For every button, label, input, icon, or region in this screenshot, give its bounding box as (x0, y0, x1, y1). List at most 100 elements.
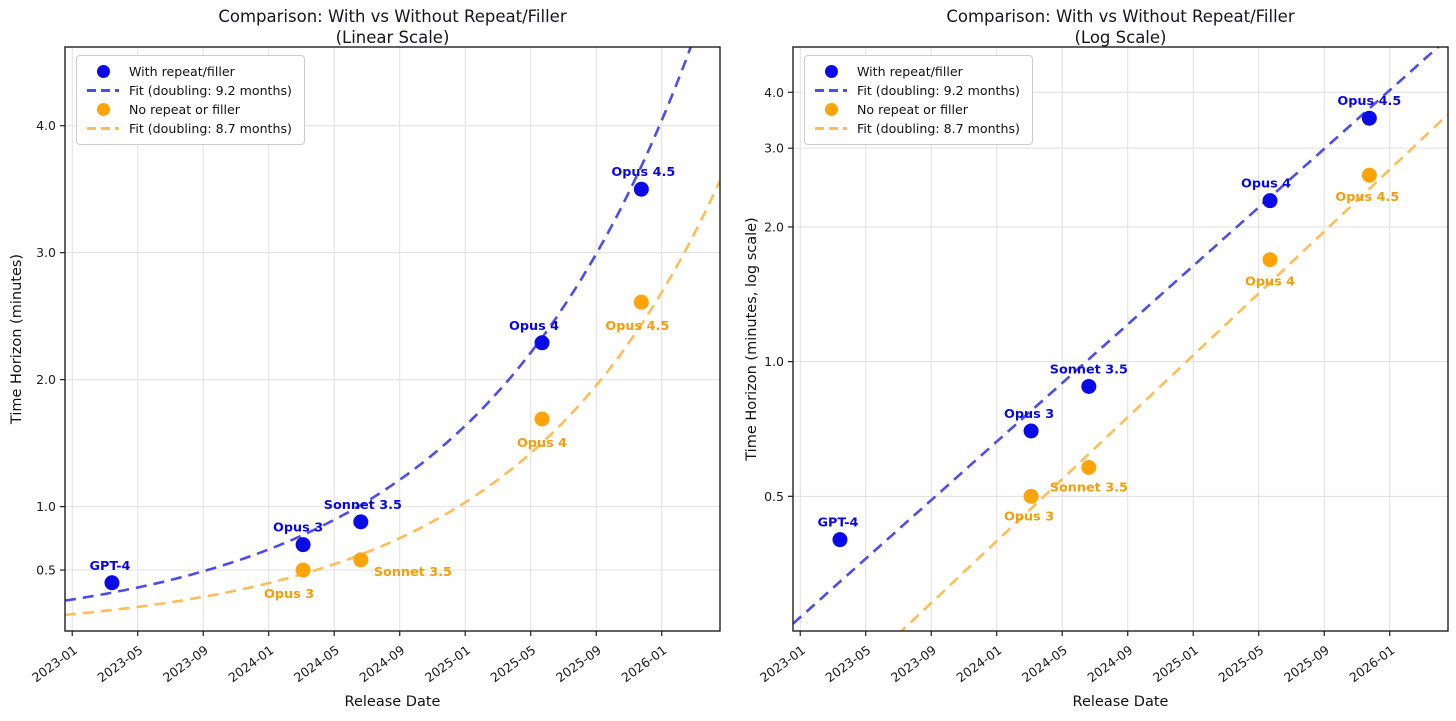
y-tick-label: 4.0 (764, 85, 784, 100)
legend-item-label: With repeat/filler (857, 64, 963, 79)
legend-item-label: No repeat or filler (129, 102, 240, 117)
legend-marker-wrap (815, 103, 847, 116)
y-tick-label: 2.0 (764, 219, 784, 234)
point-label-without-opus-4: Opus 4 (1245, 275, 1295, 290)
y-tick-label: 4.0 (36, 118, 56, 133)
point-label-with-sonnet-3-5: Sonnet 3.5 (324, 498, 402, 513)
data-point-without-opus-4 (1262, 252, 1278, 268)
axes-border (792, 46, 1449, 632)
data-point-with-opus-3 (295, 537, 311, 553)
y-tick-label: 3.0 (764, 141, 784, 156)
point-label-with-opus-3: Opus 3 (273, 521, 323, 536)
x-tick-label: 2023-01 (29, 642, 80, 685)
legend-item-label: No repeat or filler (857, 102, 968, 117)
x-tick-label: 2024-09 (356, 642, 407, 685)
x-tick-label: 2025-09 (1281, 642, 1332, 685)
point-label-with-opus-3: Opus 3 (1004, 407, 1054, 422)
legend-item: With repeat/filler (87, 64, 292, 79)
data-point-without-sonnet-3-5 (1081, 459, 1097, 475)
legend-dash-icon (87, 127, 119, 130)
data-point-with-opus-4 (1262, 193, 1278, 209)
y-tick-label: 1.0 (764, 354, 784, 369)
y-tick-label: 3.0 (36, 245, 56, 260)
fit-line-without (65, 179, 720, 617)
x-tick-label: 2025-05 (487, 642, 538, 685)
linear-chart-panel: Comparison: With vs Without Repeat/Fille… (9, 6, 721, 710)
point-label-without-opus-4-5: Opus 4.5 (1335, 190, 1399, 205)
data-point-with-opus-3 (1023, 423, 1039, 439)
x-tick-label: 2024-01 (225, 642, 276, 685)
legend-dot-icon (824, 103, 838, 116)
x-tick-label: 2024-05 (1019, 642, 1070, 685)
data-point-with-sonnet-3-5 (1081, 378, 1097, 394)
point-label-without-opus-4-5: Opus 4.5 (605, 319, 669, 334)
data-point-without-opus-4 (534, 411, 550, 427)
y-axis-label: Time Horizon (minutes, log scale) (744, 217, 760, 461)
x-tick-label: 2026-01 (1346, 642, 1397, 685)
legend-item: Fit (doubling: 8.7 months) (815, 121, 1020, 136)
data-point-with-opus-4 (534, 335, 550, 351)
log-chart-panel: Comparison: With vs Without Repeat/Fille… (728, 0, 1456, 721)
point-label-with-opus-4-5: Opus 4.5 (611, 165, 675, 180)
data-point-without-opus-4-5 (633, 294, 649, 310)
point-label-with-gpt-4: GPT-4 (89, 559, 130, 574)
point-label-with-opus-4: Opus 4 (1241, 177, 1291, 192)
x-tick-label: 2024-01 (953, 642, 1004, 685)
legend-item-label: Fit (doubling: 8.7 months) (129, 121, 292, 136)
chart-title-linear: Comparison: With vs Without Repeat/Fille… (65, 6, 720, 48)
x-tick-label: 2025-01 (422, 642, 473, 685)
x-tick-label: 2023-05 (94, 642, 145, 685)
y-tick-label: 1.0 (36, 499, 56, 514)
legend-marker-wrap (815, 65, 847, 78)
chart-subtitle-linear: (Linear Scale) (335, 28, 450, 48)
x-tick-label: 2025-05 (1215, 642, 1266, 685)
x-tick-label: 2023-09 (888, 642, 939, 685)
point-label-with-gpt-4: GPT-4 (817, 516, 858, 531)
x-axis-label: Release Date (1072, 694, 1169, 710)
legend-item-label: Fit (doubling: 8.7 months) (857, 121, 1020, 136)
point-label-with-opus-4-5: Opus 4.5 (1337, 94, 1401, 109)
legend-item: Fit (doubling: 8.7 months) (87, 121, 292, 136)
legend-item: Fit (doubling: 9.2 months) (815, 83, 1020, 98)
legend-marker-wrap (87, 65, 119, 78)
chart-title-log: Comparison: With vs Without Repeat/Fille… (793, 6, 1448, 48)
legend: With repeat/filler Fit (doubling: 9.2 mo… (804, 55, 1033, 145)
point-label-with-opus-4: Opus 4 (509, 319, 559, 334)
legend-marker-wrap (87, 103, 119, 116)
data-point-with-sonnet-3-5 (353, 514, 369, 530)
x-tick-label: 2024-09 (1084, 642, 1135, 685)
legend-item: With repeat/filler (815, 64, 1020, 79)
fit-line-without (899, 113, 1448, 631)
point-label-without-sonnet-3-5: Sonnet 3.5 (374, 565, 452, 580)
x-tick-label: 2025-09 (553, 642, 604, 685)
legend-item: No repeat or filler (87, 102, 292, 117)
y-axis-label: Time Horizon (minutes) (9, 253, 25, 425)
data-point-with-opus-4-5 (1361, 110, 1377, 126)
legend-marker-wrap (815, 89, 847, 92)
point-label-without-opus-3: Opus 3 (1004, 509, 1054, 524)
legend-item-label: Fit (doubling: 9.2 months) (857, 83, 1020, 98)
legend-dot-icon (96, 103, 110, 116)
data-point-without-sonnet-3-5 (353, 552, 369, 568)
chart-title-line1: Comparison: With vs Without Repeat/Fille… (946, 7, 1295, 26)
legend-item-label: Fit (doubling: 9.2 months) (129, 83, 292, 98)
x-tick-label: 2025-01 (1150, 642, 1201, 685)
y-tick-label: 0.5 (36, 563, 56, 578)
fit-line-with (793, 47, 1441, 625)
legend-dash-icon (815, 89, 847, 92)
axes-border (64, 46, 721, 632)
legend-item-label: With repeat/filler (129, 64, 235, 79)
legend-marker-wrap (815, 127, 847, 130)
data-point-without-opus-3 (1023, 488, 1039, 504)
data-point-without-opus-3 (295, 562, 311, 578)
fit-line-with (65, 47, 693, 602)
point-label-without-sonnet-3-5: Sonnet 3.5 (1050, 480, 1128, 495)
x-tick-label: 2023-01 (757, 642, 808, 685)
y-tick-label: 0.5 (764, 489, 784, 504)
data-point-with-gpt-4 (832, 532, 848, 548)
x-axis-label: Release Date (344, 694, 441, 710)
x-tick-label: 2026-01 (618, 642, 669, 685)
x-tick-label: 2024-05 (291, 642, 342, 685)
